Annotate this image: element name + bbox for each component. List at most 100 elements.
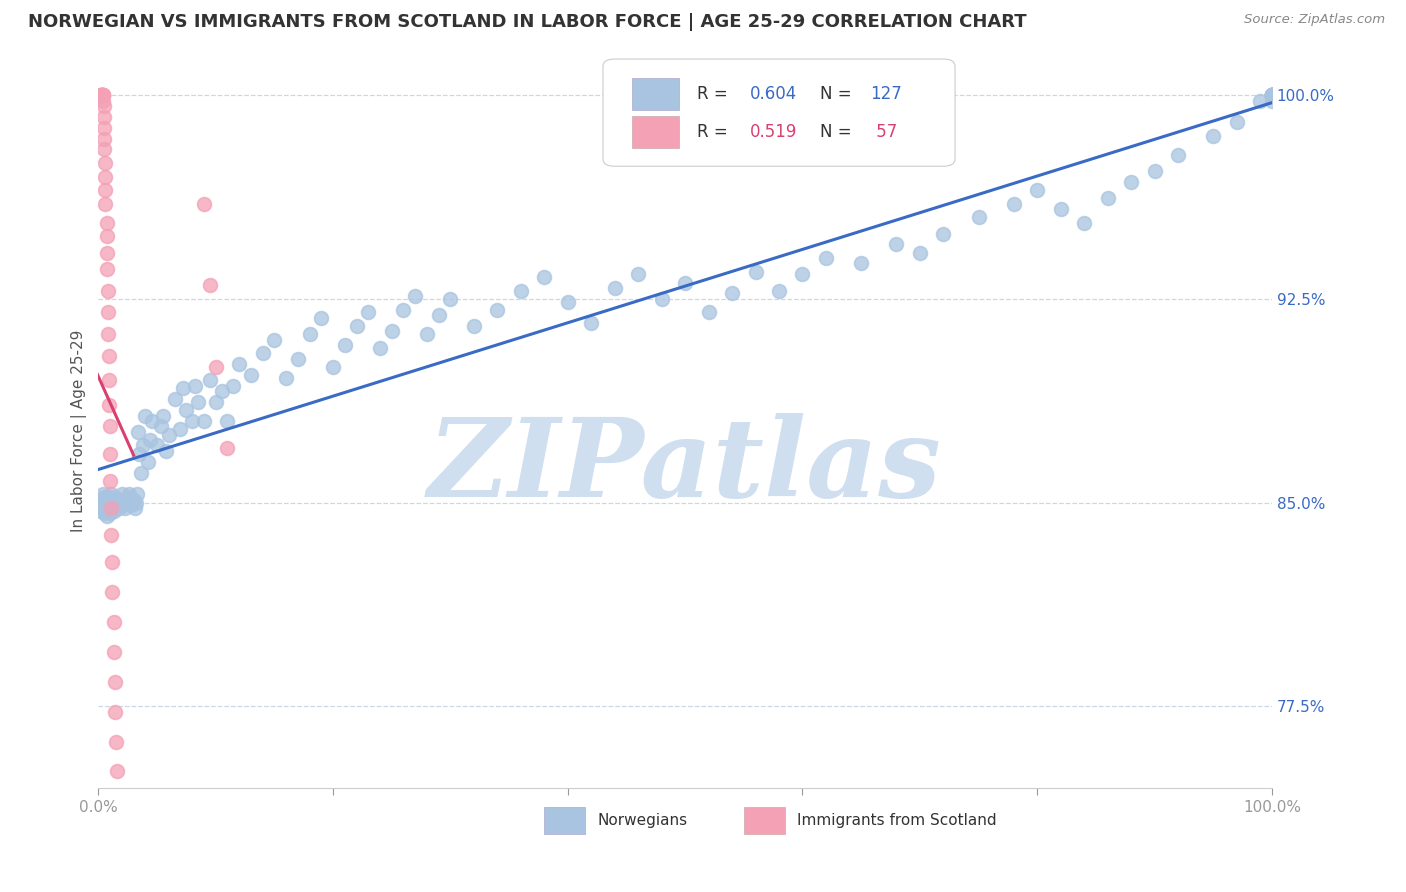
Point — [98, 474, 121, 488]
Point — [673, 276, 696, 290]
Point — [814, 251, 837, 265]
Point — [98, 507, 121, 521]
Point — [886, 237, 908, 252]
Point — [211, 384, 233, 399]
Point — [1261, 94, 1284, 108]
Point — [94, 156, 117, 170]
Point — [104, 674, 127, 689]
Point — [1261, 88, 1284, 103]
Point — [1097, 191, 1119, 205]
Point — [157, 427, 180, 442]
Point — [967, 211, 990, 225]
Point — [94, 183, 117, 197]
Point — [1073, 216, 1095, 230]
Point — [228, 357, 250, 371]
Point — [98, 419, 121, 434]
Point — [97, 284, 120, 298]
Text: 0.604: 0.604 — [749, 86, 797, 103]
Text: NORWEGIAN VS IMMIGRANTS FROM SCOTLAND IN LABOR FORCE | AGE 25-29 CORRELATION CHA: NORWEGIAN VS IMMIGRANTS FROM SCOTLAND IN… — [28, 13, 1026, 31]
Point — [90, 492, 112, 507]
Point — [91, 88, 114, 103]
Point — [298, 327, 321, 342]
Point — [1261, 88, 1284, 103]
Point — [105, 764, 128, 779]
Point — [105, 492, 128, 507]
Point — [1261, 88, 1284, 103]
Point — [108, 822, 131, 836]
Point — [125, 495, 148, 509]
Point — [97, 398, 120, 412]
Point — [90, 88, 112, 103]
Text: N =: N = — [820, 86, 858, 103]
Point — [792, 268, 814, 282]
Point — [97, 490, 120, 504]
Point — [93, 498, 115, 512]
Point — [1049, 202, 1071, 216]
Point — [91, 88, 114, 103]
Point — [96, 229, 118, 244]
Point — [287, 351, 309, 366]
Point — [94, 169, 117, 184]
Point — [94, 196, 117, 211]
Point — [1261, 88, 1284, 103]
Point — [239, 368, 262, 382]
Point — [90, 88, 112, 103]
Point — [118, 487, 141, 501]
Point — [96, 216, 118, 230]
Point — [112, 492, 135, 507]
Point — [91, 88, 114, 103]
Point — [849, 256, 872, 270]
Point — [90, 88, 112, 103]
Point — [1143, 164, 1166, 178]
Point — [111, 498, 134, 512]
Text: R =: R = — [697, 86, 733, 103]
Y-axis label: In Labor Force | Age 25-29: In Labor Force | Age 25-29 — [72, 329, 87, 532]
Point — [404, 289, 426, 303]
Text: Norwegians: Norwegians — [598, 814, 688, 828]
Point — [111, 487, 134, 501]
Point — [91, 487, 114, 501]
Point — [1261, 88, 1284, 103]
Point — [91, 94, 114, 108]
Point — [721, 286, 744, 301]
Point — [193, 414, 215, 428]
Point — [103, 504, 125, 518]
Point — [744, 265, 766, 279]
Point — [93, 120, 115, 135]
Point — [97, 349, 120, 363]
Point — [110, 848, 132, 863]
Point — [93, 490, 115, 504]
Point — [581, 316, 603, 330]
Point — [97, 504, 120, 518]
Point — [1261, 88, 1284, 103]
Point — [101, 500, 124, 515]
Point — [1261, 88, 1284, 103]
Text: ZIPatlas: ZIPatlas — [429, 412, 942, 520]
Point — [1119, 175, 1142, 189]
Point — [93, 507, 115, 521]
Point — [252, 346, 274, 360]
Point — [152, 409, 174, 423]
Point — [932, 227, 955, 241]
Point — [908, 245, 931, 260]
FancyBboxPatch shape — [603, 59, 955, 166]
Point — [1002, 196, 1025, 211]
Point — [172, 381, 194, 395]
Point — [103, 615, 125, 629]
Point — [118, 490, 141, 504]
Point — [132, 438, 155, 452]
FancyBboxPatch shape — [544, 807, 585, 834]
Point — [129, 466, 152, 480]
Text: Immigrants from Scotland: Immigrants from Scotland — [797, 814, 997, 828]
Point — [111, 495, 134, 509]
Point — [533, 270, 555, 285]
Point — [94, 500, 117, 515]
Point — [111, 876, 134, 890]
Point — [93, 99, 115, 113]
Point — [439, 292, 461, 306]
Point — [311, 310, 333, 325]
Point — [90, 88, 112, 103]
Point — [381, 325, 404, 339]
Point — [768, 284, 790, 298]
Point — [176, 403, 198, 417]
